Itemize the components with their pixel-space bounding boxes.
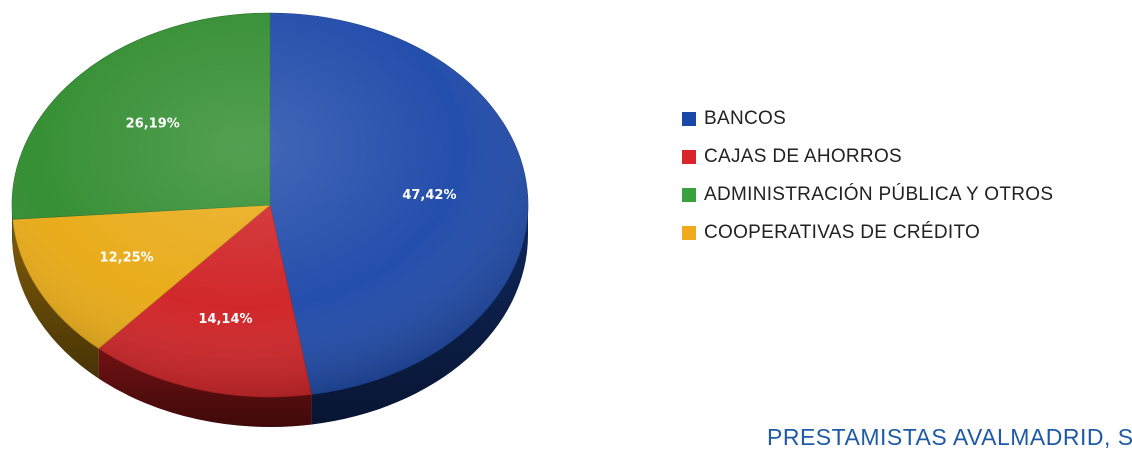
slice-label-bancos: 47,42% [402,188,456,203]
legend-swatch-administracion-publica [682,188,696,202]
legend-label-administracion-publica: ADMINISTRACIÓN PÚBLICA Y OTROS [704,184,1054,205]
slice-label-cooperativas-de-credito: 12,25% [100,250,154,265]
legend-label-cooperativas-de-credito: COOPERATIVAS DE CRÉDITO [704,222,981,243]
legend-label-bancos: BANCOS [704,108,787,129]
legend-swatch-cajas-de-ahorros [682,150,696,164]
legend-label-cajas-de-ahorros: CAJAS DE AHORROS [704,146,903,167]
pie-chart: 47,42% 14,14% 12,25% 26,19% [0,0,560,457]
pie-side-shade-bancos [311,205,528,425]
pie-labels: 47,42% 14,14% 12,25% 26,19% [100,117,457,327]
footer-title: PRESTAMISTAS AVALMADRID, S.G [767,424,1132,450]
legend: BANCOS CAJAS DE AHORROS ADMINISTRACIÓN P… [682,108,1053,260]
slice-label-administracion-publica-y-otros: 26,19% [126,117,180,132]
legend-item-administracion-publica: ADMINISTRACIÓN PÚBLICA Y OTROS [682,184,1053,206]
pie-top [11,12,529,398]
pie-sides [12,205,528,427]
legend-item-cooperativas-de-credito: COOPERATIVAS DE CRÉDITO [682,222,1053,244]
pie-side-shade-cajas-de-ahorros [98,348,312,427]
legend-swatch-bancos [682,112,696,126]
slice-label-cajas-de-ahorros: 14,14% [198,312,252,327]
pie-sheen [12,13,528,397]
legend-item-bancos: BANCOS [682,108,1053,130]
legend-item-cajas-de-ahorros: CAJAS DE AHORROS [682,146,1053,168]
pie-side-shade-cooperativas-de-credito [12,219,99,379]
legend-swatch-cooperativas-de-credito [682,226,696,240]
pie-chart-svg: 47,42% 14,14% 12,25% 26,19% [11,12,529,427]
